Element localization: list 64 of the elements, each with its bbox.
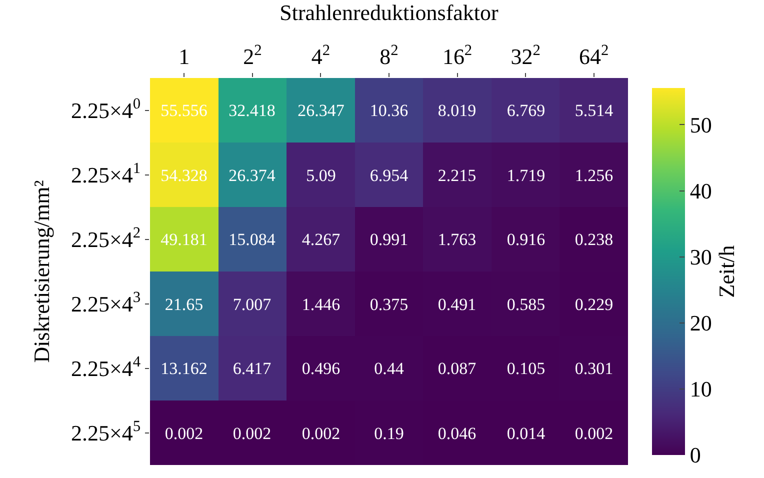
y-tick-label: 2.25×4$^{3}$ — [70, 289, 141, 316]
y-axis-title: Diskretisierung/mm² — [28, 180, 54, 363]
x-tick-label: 4$^{2}$ — [311, 42, 330, 70]
data-label: 1.446 — [302, 294, 340, 314]
data-label: 7.007 — [232, 294, 272, 314]
data-label: 8.019 — [438, 100, 476, 120]
data-label: 15.084 — [228, 230, 276, 249]
data-label: 13.162 — [160, 358, 208, 378]
data-label: 2.215 — [438, 166, 476, 185]
x-axis-title: Strahlenreduktionsfaktor — [280, 0, 500, 25]
data-label: 54.328 — [160, 166, 208, 185]
data-label: 0.491 — [438, 294, 476, 314]
y-tick-label: 2.25×4$^{0}$ — [70, 96, 141, 123]
color-bar-label: 0 — [690, 442, 701, 468]
data-label: 1.256 — [574, 166, 614, 185]
data-label: 26.374 — [228, 166, 276, 185]
data-label: 0.046 — [438, 424, 476, 443]
data-label: 55.556 — [160, 100, 208, 120]
data-label: 0.002 — [164, 424, 204, 443]
x-tick-label: 8$^{2}$ — [380, 42, 398, 70]
data-label: 0.585 — [506, 294, 546, 314]
data-label: 21.65 — [164, 294, 204, 314]
data-label: 1.719 — [506, 166, 546, 185]
data-label: 49.181 — [160, 230, 208, 249]
data-label: 0.105 — [506, 358, 546, 378]
data-label: 0.375 — [370, 294, 408, 314]
data-label: 6.954 — [370, 166, 409, 185]
data-label: 0.229 — [574, 294, 614, 314]
data-label: 0.301 — [574, 358, 614, 378]
y-tick-label: 2.25×4$^{2}$ — [70, 224, 141, 252]
data-label: 0.238 — [574, 230, 614, 249]
data-label: 0.496 — [302, 358, 340, 378]
data-label: 0.991 — [370, 230, 408, 249]
data-label: 1.763 — [438, 230, 476, 249]
x-tick-label: 2$^{2}$ — [243, 42, 262, 70]
data-label: 0.087 — [438, 358, 477, 378]
data-label: 4.267 — [302, 230, 341, 249]
color-bar-label: 50 — [690, 112, 712, 138]
color-bar-label: 10 — [690, 376, 712, 402]
x-tick-label: 16$^{2}$ — [442, 42, 472, 70]
data-label: 26.347 — [298, 100, 345, 120]
data-label: 0.002 — [574, 424, 614, 443]
data-label: 5.09 — [306, 166, 336, 185]
data-label: 0.916 — [506, 230, 546, 249]
data-label: 5.514 — [574, 100, 614, 120]
data-label: 0.19 — [374, 424, 404, 443]
color-bar-label: 40 — [690, 178, 712, 204]
data-label: 6.769 — [506, 100, 546, 120]
data-label: 0.002 — [232, 424, 272, 443]
data-label: 0.44 — [374, 358, 404, 378]
data-label: 32.418 — [228, 100, 276, 120]
x-tick-label: 1 — [178, 44, 190, 70]
data-label: 0.014 — [506, 424, 546, 443]
data-label: 0.002 — [302, 424, 340, 443]
color-bar-title: Zeit/h — [714, 245, 739, 298]
x-tick-label: 64$^{2}$ — [579, 42, 609, 70]
x-tick-label: 32$^{2}$ — [510, 42, 540, 70]
data-label: 6.417 — [232, 358, 272, 378]
y-tick-label: 2.25×4$^{5}$ — [70, 418, 141, 446]
y-tick-label: 2.25×4$^{1}$ — [70, 160, 141, 188]
y-tick-label: 2.25×4$^{4}$ — [70, 354, 141, 381]
color-bar-label: 20 — [690, 310, 712, 336]
data-label: 10.36 — [370, 100, 408, 120]
color-bar-label: 30 — [690, 244, 712, 270]
